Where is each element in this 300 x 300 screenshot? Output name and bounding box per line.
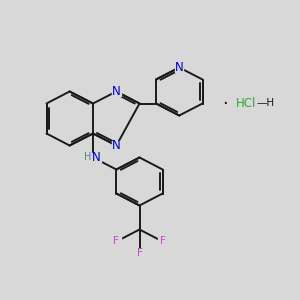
Bar bbox=[112, 237, 121, 246]
Text: ·: · bbox=[222, 94, 228, 112]
Text: H: H bbox=[84, 152, 91, 163]
Text: N: N bbox=[112, 139, 121, 152]
Text: HCl: HCl bbox=[236, 97, 256, 110]
Bar bbox=[175, 63, 184, 72]
Bar bbox=[158, 237, 167, 246]
Text: N: N bbox=[175, 61, 184, 74]
Text: F: F bbox=[160, 236, 166, 247]
Text: F: F bbox=[113, 236, 119, 247]
Text: N: N bbox=[92, 151, 101, 164]
Text: —H: —H bbox=[256, 98, 274, 109]
Text: F: F bbox=[136, 248, 142, 259]
Bar bbox=[135, 249, 144, 258]
Text: N: N bbox=[112, 85, 121, 98]
Bar bbox=[112, 87, 121, 96]
Bar bbox=[112, 141, 121, 150]
Bar bbox=[85, 153, 101, 162]
